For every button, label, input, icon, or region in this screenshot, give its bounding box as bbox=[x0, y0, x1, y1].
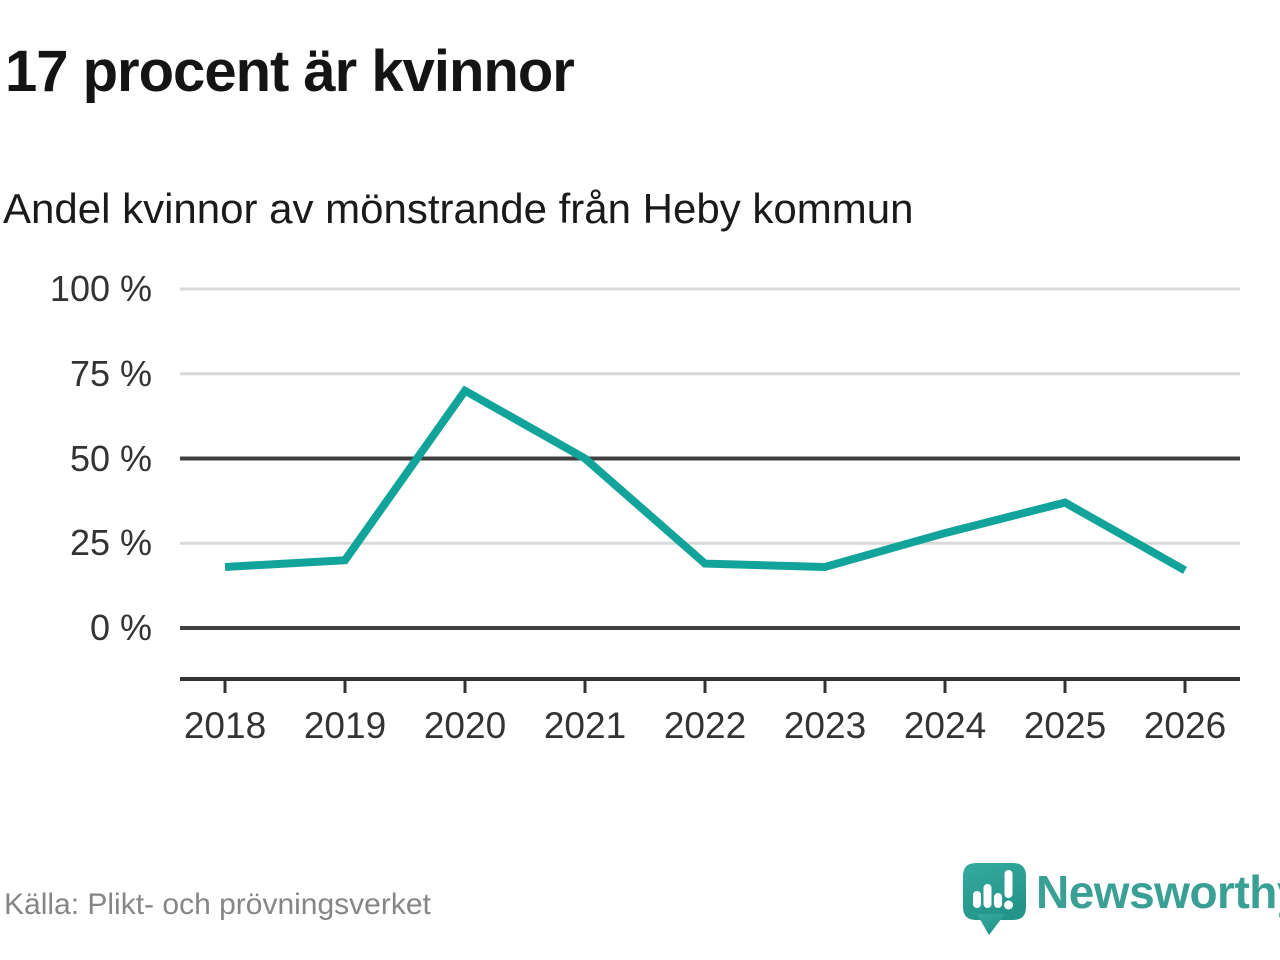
x-axis-label: 2019 bbox=[303, 705, 387, 746]
x-axis-label: 2021 bbox=[543, 705, 627, 746]
x-axis-label: 2024 bbox=[903, 705, 987, 746]
y-axis-label: 75 % bbox=[69, 352, 152, 394]
x-axis-label: 2018 bbox=[183, 705, 267, 746]
y-axis-label: 0 % bbox=[89, 607, 152, 648]
chart-subtitle: Andel kvinnor av mönstrande från Heby ko… bbox=[3, 185, 914, 232]
x-axis-label: 2026 bbox=[1143, 705, 1227, 746]
x-axis-label: 2023 bbox=[783, 705, 867, 746]
chart-title: 17 procent är kvinnor bbox=[5, 39, 575, 104]
x-axis-label: 2022 bbox=[663, 705, 747, 746]
newsworthy-logo: Newsworthy bbox=[960, 858, 1280, 938]
newsworthy-wordmark: Newsworthy bbox=[1036, 866, 1280, 918]
source-note: Källa: Plikt- och prövningsverket bbox=[4, 888, 431, 921]
x-axis-label: 2020 bbox=[423, 705, 507, 746]
y-axis-label: 25 % bbox=[69, 522, 152, 564]
y-axis-label: 50 % bbox=[69, 437, 152, 479]
y-axis-label: 100 % bbox=[49, 268, 152, 309]
data-line bbox=[224, 385, 1187, 574]
x-axis-label: 2025 bbox=[1023, 705, 1107, 746]
speech-bubble-bar-chart-icon bbox=[963, 863, 1026, 935]
